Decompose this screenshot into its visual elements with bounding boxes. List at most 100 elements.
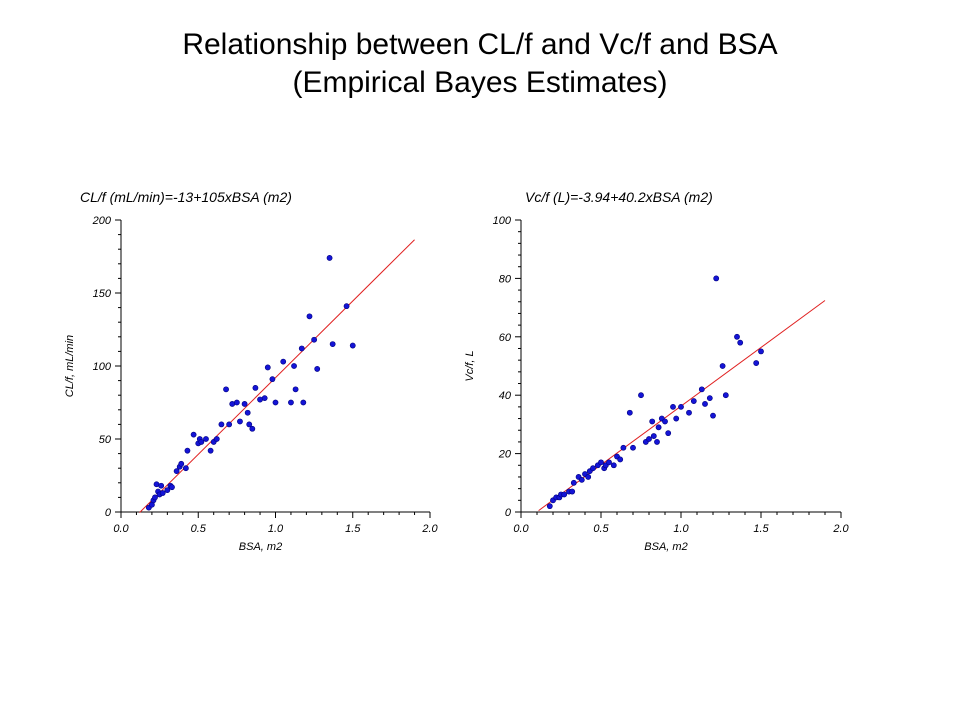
data-point <box>343 303 350 310</box>
data-point <box>237 418 243 425</box>
data-point <box>722 392 729 399</box>
data-point <box>326 255 333 261</box>
data-point <box>617 456 624 463</box>
data-point <box>585 474 592 480</box>
data-point <box>213 436 220 442</box>
data-point <box>207 447 214 454</box>
y-tick-label: 50 <box>99 434 112 446</box>
data-point <box>226 421 233 428</box>
data-point <box>249 425 256 432</box>
slide-title-line-1: Relationship between CL/f and Vc/f and B… <box>182 28 778 61</box>
data-point <box>570 479 577 486</box>
x-tick-label: 1.5 <box>345 523 361 535</box>
x-tick-label: 1.0 <box>673 523 689 535</box>
y-tick-label: 0 <box>505 507 512 519</box>
data-point <box>690 398 697 404</box>
data-point <box>610 462 617 469</box>
data-point <box>158 482 165 489</box>
data-point <box>673 415 680 422</box>
x-tick-label: 2.0 <box>421 523 438 535</box>
data-point <box>169 484 175 491</box>
data-point <box>152 494 158 501</box>
y-tick-label: 0 <box>105 507 112 519</box>
y-tick-label: 150 <box>93 288 112 300</box>
data-point <box>173 468 180 475</box>
data-point <box>280 358 287 365</box>
data-point <box>164 487 171 493</box>
data-point <box>223 386 229 393</box>
slide-title: Relationship between CL/f and Vc/f and B… <box>0 26 960 102</box>
x-tick-label: 1.5 <box>753 523 769 535</box>
data-point <box>233 399 240 406</box>
data-point <box>291 363 297 369</box>
data-point <box>654 439 660 445</box>
volume-scatter-chart: Vc/f (L)=-3.94+40.2xBSA (m2) 0.0 0.5 1.0 1.5… <box>464 189 850 553</box>
data-point <box>190 431 197 438</box>
x-axis-label: BSA, m2 <box>644 541 687 553</box>
data-point <box>306 313 313 320</box>
x-tick-label: 0.5 <box>191 523 207 535</box>
regression-line <box>139 239 415 513</box>
data-point <box>710 412 716 419</box>
data-point <box>159 490 166 496</box>
data-point <box>590 465 596 472</box>
data-point <box>246 421 253 428</box>
chart-title: Vc/f (L)=-3.94+40.2xBSA (m2) <box>525 189 713 205</box>
y-axis-label: CL/f, mL/min <box>64 335 76 397</box>
data-point <box>665 430 672 437</box>
data-point <box>713 275 720 282</box>
data-point <box>261 395 268 402</box>
data-point <box>719 363 726 369</box>
data-point <box>244 409 251 416</box>
data-point <box>349 342 356 349</box>
data-point <box>606 459 612 466</box>
data-point <box>753 360 760 366</box>
data-point <box>655 424 662 431</box>
data-point <box>649 418 656 425</box>
data-point <box>300 399 307 406</box>
data-point <box>178 460 185 467</box>
x-tick-label: 2.0 <box>832 523 849 535</box>
y-tick-label: 60 <box>499 332 512 344</box>
data-point <box>638 392 644 399</box>
data-point <box>311 336 318 343</box>
data-point <box>706 395 713 402</box>
data-point <box>184 447 191 454</box>
data-point <box>546 503 553 510</box>
data-point <box>578 476 585 483</box>
y-axis-label: Vc/f, L <box>464 350 476 381</box>
data-point <box>329 341 336 347</box>
data-point <box>288 399 294 406</box>
data-point <box>314 366 321 372</box>
data-point <box>678 403 684 410</box>
data-point <box>292 386 299 393</box>
data-point <box>182 465 189 472</box>
data-point <box>561 491 568 498</box>
data-point <box>670 403 676 410</box>
data-point <box>298 345 305 352</box>
data-point <box>662 418 668 425</box>
data-point <box>620 444 627 451</box>
data-point <box>646 436 652 442</box>
data-point <box>702 401 708 407</box>
y-tick-label: 40 <box>499 390 512 402</box>
data-point <box>569 488 576 495</box>
y-tick-label: 20 <box>498 449 512 461</box>
chart-title: CL/f (mL/min)=-13+105xBSA (m2) <box>80 189 292 205</box>
x-tick-label: 0.0 <box>113 523 129 535</box>
y-tick-label: 80 <box>499 273 512 285</box>
data-point <box>241 401 248 407</box>
y-tick-label: 100 <box>93 361 112 373</box>
data-point <box>626 409 633 416</box>
data-point <box>650 433 657 439</box>
data-point <box>686 409 692 416</box>
x-axis-label: BSA, m2 <box>239 541 282 553</box>
data-point <box>737 339 744 346</box>
data-point <box>218 421 225 428</box>
x-tick-label: 0.5 <box>593 523 609 535</box>
data-point <box>264 364 271 371</box>
x-tick-label: 0.0 <box>513 523 529 535</box>
data-point <box>198 439 205 445</box>
slide-title-line-2: (Empirical Bayes Estimates) <box>292 66 668 99</box>
x-tick-label: 1.0 <box>268 523 284 535</box>
